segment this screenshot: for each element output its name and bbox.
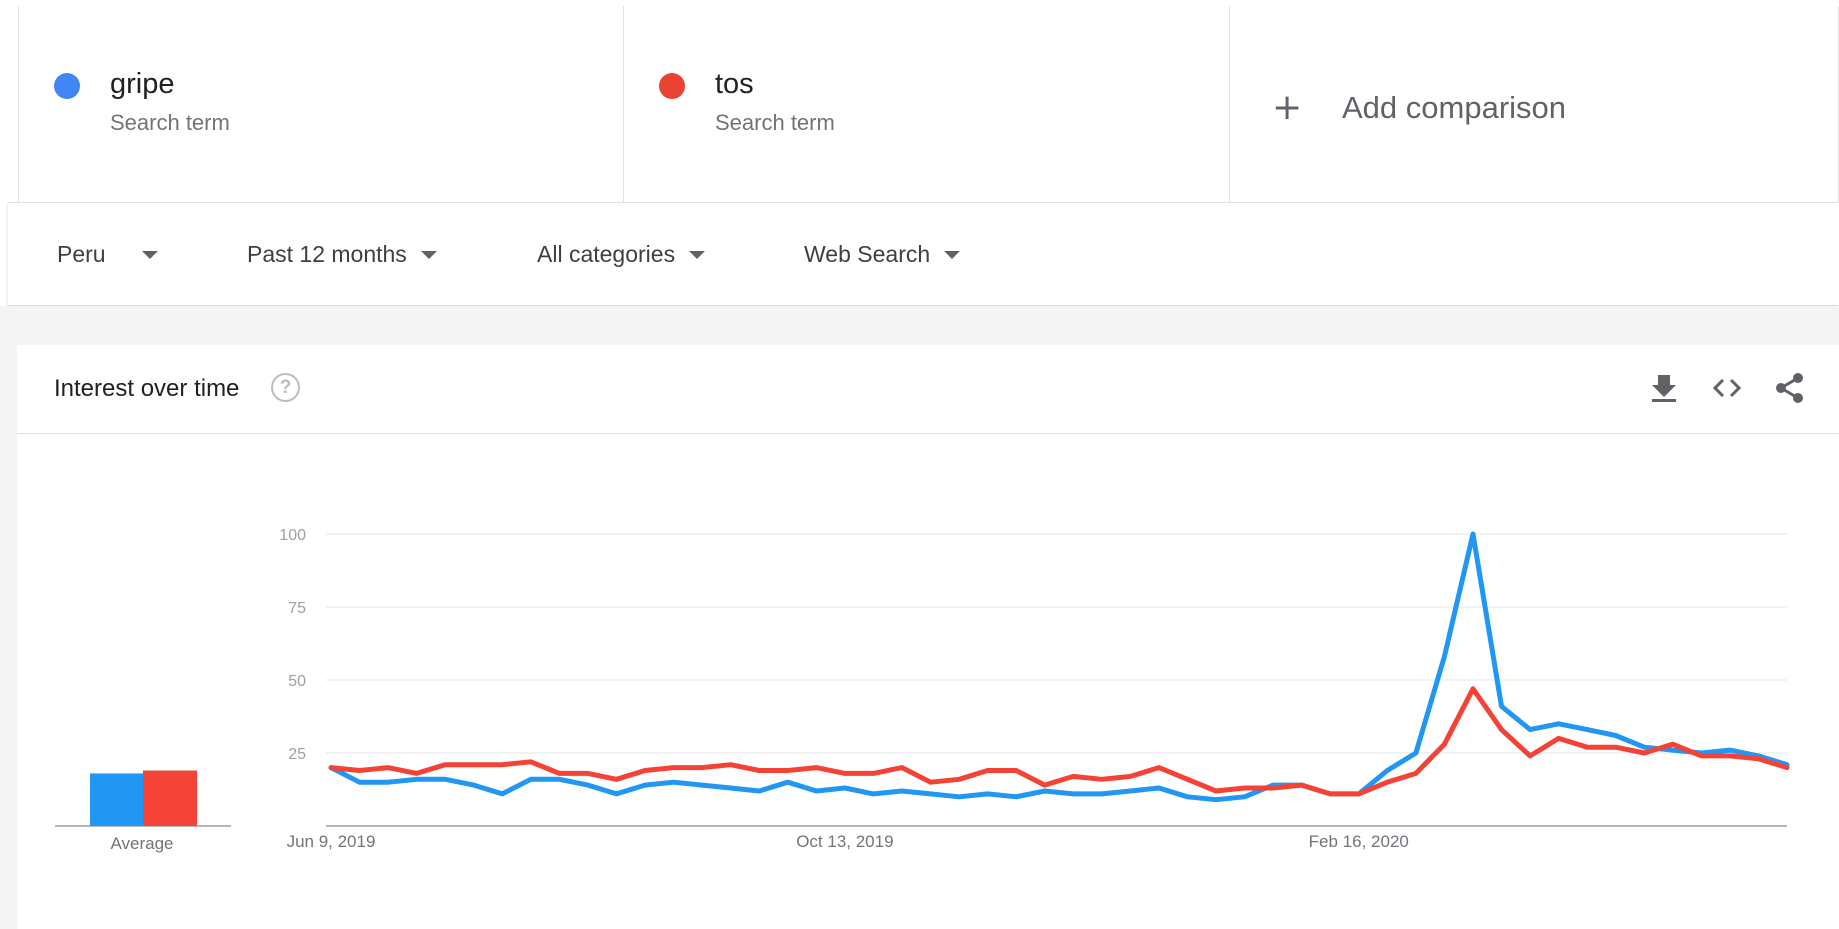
y-tick-label: 100 [279,527,306,544]
term-name[interactable]: gripe [110,68,175,100]
term-color-dot [659,73,685,99]
share-icon[interactable] [1773,371,1807,405]
card-title: Interest over time [54,375,240,402]
search-type-dropdown[interactable]: Web Search [804,241,961,268]
series-line-tos [328,686,1790,797]
caret-down-icon [944,250,961,259]
x-tick-label: Oct 13, 2019 [796,832,893,851]
term-type-label: Search term [715,110,835,135]
term-type-label: Search term [110,110,230,135]
y-tick-label: 75 [288,600,306,617]
y-tick-label: 50 [288,673,306,690]
term-card-gripe[interactable]: gripe Search term [18,6,624,202]
category-label: All categories [537,241,676,267]
x-tick-label: Feb 16, 2020 [1309,832,1409,851]
interest-over-time-card: Interest over time ? [17,345,1839,929]
embed-icon[interactable] [1710,371,1744,405]
caret-down-icon [141,250,158,259]
average-bar-tos [143,770,197,826]
category-dropdown[interactable]: All categories [537,241,706,268]
download-icon[interactable] [1647,371,1681,405]
x-tick-label: Jun 9, 2019 [287,832,376,851]
add-comparison-card[interactable]: + Add comparison [1230,6,1839,202]
add-comparison-label: Add comparison [1342,90,1567,125]
caret-down-icon [689,250,706,259]
term-name[interactable]: tos [715,68,754,100]
average-label: Average [110,834,174,853]
region-label: Peru [57,241,106,267]
add-comparison-button[interactable]: + Add comparison [1272,90,1566,126]
time-range-label: Past 12 months [247,241,407,267]
term-color-dot [54,73,80,99]
average-bar-gripe [90,773,144,826]
card-header: Interest over time ? [17,345,1839,434]
time-range-dropdown[interactable]: Past 12 months [247,241,437,268]
caret-down-icon [420,250,437,259]
search-type-label: Web Search [804,241,931,267]
region-dropdown[interactable]: Peru [57,241,158,268]
series-line-gripe [328,531,1790,803]
filter-bar: Peru Past 12 months All categories Web S… [8,202,1839,305]
comparison-terms-bar: gripe Search term tos Search term + Add … [18,6,1839,202]
term-card-tos[interactable]: tos Search term [624,6,1230,202]
y-tick-label: 25 [288,746,306,763]
plus-icon: + [1272,87,1303,128]
help-icon[interactable]: ? [271,373,300,402]
